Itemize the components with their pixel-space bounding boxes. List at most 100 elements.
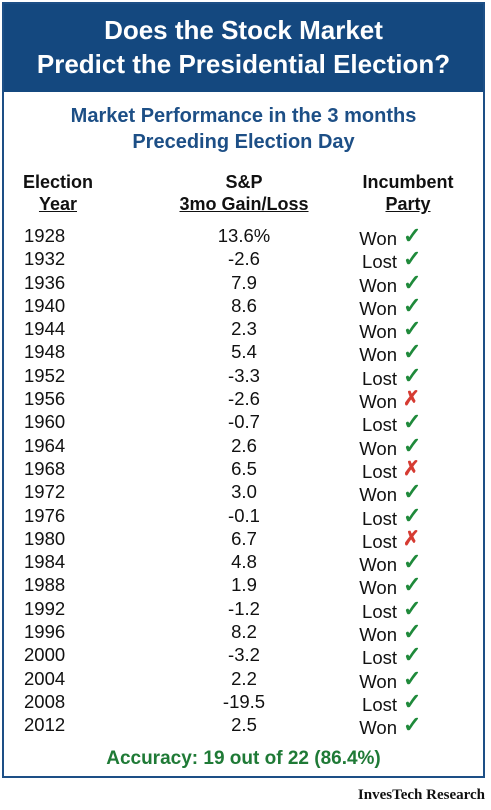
table-row: 1956 -2.6 Won ✗ (4, 388, 483, 413)
table-row: 1992 -1.2 Lost ✓ (4, 597, 483, 622)
election-year-cell: 2000 (24, 644, 66, 666)
sp-column-header: S&P 3mo Gain/Loss (154, 171, 334, 215)
election-year-cell: 1996 (24, 621, 66, 643)
cross-icon: ✗ (403, 527, 420, 550)
incumbent-result-cell: Won (359, 554, 397, 576)
sp-gain-loss-cell: 7.9 (231, 271, 257, 293)
election-year-cell: 1984 (24, 551, 66, 573)
year-header-line2: Year (38, 194, 78, 214)
incumbent-result-cell: Won (359, 391, 397, 413)
table-row: 1960 -0.7 Lost ✓ (4, 409, 483, 436)
sp-gain-loss-cell: 2.5 (231, 714, 257, 736)
check-icon: ✓ (403, 665, 422, 691)
check-icon: ✓ (403, 409, 422, 435)
sp-gain-loss-cell: -3.2 (228, 644, 260, 666)
table-row: 2012 2.5 Won ✓ (4, 712, 483, 739)
election-table-body: 1928 13.6% Won ✓ 1932 -2.6 Lost ✓ 1936 7.9 Won ✓ 194… (4, 225, 483, 739)
source-credit: InvesTech Research (357, 787, 485, 803)
year-header-line1: Election (22, 172, 93, 192)
sp-gain-loss-cell: 1.9 (231, 574, 257, 596)
sp-gain-loss-cell: 6.7 (231, 527, 257, 549)
table-row: 2008 -19.5 Lost ✓ (4, 688, 483, 715)
chart-subtitle: Market Performance in the 3 months Prece… (4, 103, 483, 155)
sp-gain-loss-cell: -1.2 (228, 597, 260, 619)
incumbent-result-cell: Won (359, 577, 397, 599)
check-icon: ✓ (403, 619, 422, 645)
sp-gain-loss-cell: 2.6 (231, 434, 257, 456)
election-year-cell: 1936 (24, 271, 66, 293)
sp-gain-loss-cell: 4.8 (231, 551, 257, 573)
table-row: 1988 1.9 Won ✓ (4, 572, 483, 599)
table-row: 1996 8.2 Won ✓ (4, 619, 483, 646)
incumbent-result-cell: Won (359, 717, 397, 739)
subtitle-line2: Preceding Election Day (132, 131, 355, 153)
election-year-cell: 1980 (24, 527, 66, 549)
table-row: 1968 6.5 Lost ✗ (4, 457, 483, 482)
table-row: 1980 6.7 Lost ✗ (4, 527, 483, 552)
cross-icon: ✗ (403, 388, 420, 411)
cross-icon: ✗ (403, 457, 420, 480)
sp-gain-loss-cell: -0.7 (228, 411, 260, 433)
check-icon: ✓ (403, 432, 422, 458)
election-year-cell: 2008 (24, 690, 66, 712)
election-year-cell: 1976 (24, 504, 66, 526)
table-row: 1928 13.6% Won ✓ (4, 225, 483, 250)
party-header-line2: Party (385, 194, 431, 214)
incumbent-result-cell: Lost (362, 647, 397, 669)
election-year-cell: 1992 (24, 597, 66, 619)
incumbent-result-cell: Won (359, 484, 397, 506)
incumbent-result-cell: Lost (362, 600, 397, 622)
check-icon: ✓ (403, 479, 422, 505)
table-row: 1944 2.3 Won ✓ (4, 316, 483, 343)
table-row: 1964 2.6 Won ✓ (4, 432, 483, 459)
check-icon: ✓ (403, 339, 422, 365)
table-row: 1952 -3.3 Lost ✓ (4, 364, 483, 389)
election-year-cell: 2012 (24, 714, 66, 736)
incumbent-result-cell: Won (359, 670, 397, 692)
incumbent-result-cell: Lost (362, 460, 397, 482)
party-column-header: Incumbent Party (348, 171, 468, 215)
election-year-cell: 1988 (24, 574, 66, 596)
election-year-cell: 1928 (24, 225, 66, 246)
check-icon: ✓ (403, 316, 422, 342)
election-year-cell: 1932 (24, 248, 66, 270)
check-icon: ✓ (403, 688, 422, 714)
incumbent-result-cell: Won (359, 321, 397, 343)
subtitle-line1: Market Performance in the 3 months (70, 105, 417, 127)
check-icon: ✓ (403, 292, 422, 318)
check-icon: ✓ (403, 712, 422, 738)
table-row: 1976 -0.1 Lost ✓ (4, 502, 483, 529)
sp-gain-loss-cell: 2.2 (231, 667, 257, 689)
table-row: 1932 -2.6 Lost ✓ (4, 248, 483, 273)
election-year-cell: 1940 (24, 294, 66, 316)
sp-gain-loss-cell: -19.5 (222, 690, 266, 712)
check-icon: ✓ (403, 269, 422, 295)
sp-gain-loss-cell: 3.0 (231, 481, 257, 503)
incumbent-result-cell: Lost (362, 693, 397, 715)
table-row: 1936 7.9 Won ✓ (4, 269, 483, 296)
sp-header-line2: 3mo Gain/Loss (179, 194, 309, 214)
check-icon: ✓ (403, 572, 422, 598)
election-year-cell: 1956 (24, 388, 66, 410)
table-row: 1940 8.6 Won ✓ (4, 292, 483, 319)
election-year-cell: 1968 (24, 457, 66, 479)
incumbent-result-cell: Lost (362, 530, 397, 552)
sp-gain-loss-cell: -0.1 (228, 504, 260, 526)
incumbent-result-cell: Lost (362, 251, 397, 273)
election-year-cell: 1964 (24, 434, 66, 456)
chart-title-line1: Does the Stock Market (104, 15, 383, 45)
check-icon: ✓ (403, 502, 422, 528)
sp-gain-loss-cell: -2.6 (228, 248, 260, 270)
sp-header-line1: S&P (225, 172, 263, 192)
table-row: 1984 4.8 Won ✓ (4, 549, 483, 576)
chart-title-line2: Predict the Presidential Election? (36, 49, 451, 79)
year-column-header: Election Year (18, 171, 98, 215)
table-row: 2004 2.2 Won ✓ (4, 665, 483, 692)
incumbent-result-cell: Won (359, 437, 397, 459)
sp-gain-loss-cell: 13.6% (217, 225, 271, 246)
election-year-cell: 1952 (24, 364, 66, 386)
party-header-line1: Incumbent (362, 172, 454, 192)
incumbent-result-cell: Lost (362, 414, 397, 436)
incumbent-result-cell: Lost (362, 367, 397, 389)
check-icon: ✓ (403, 549, 422, 575)
